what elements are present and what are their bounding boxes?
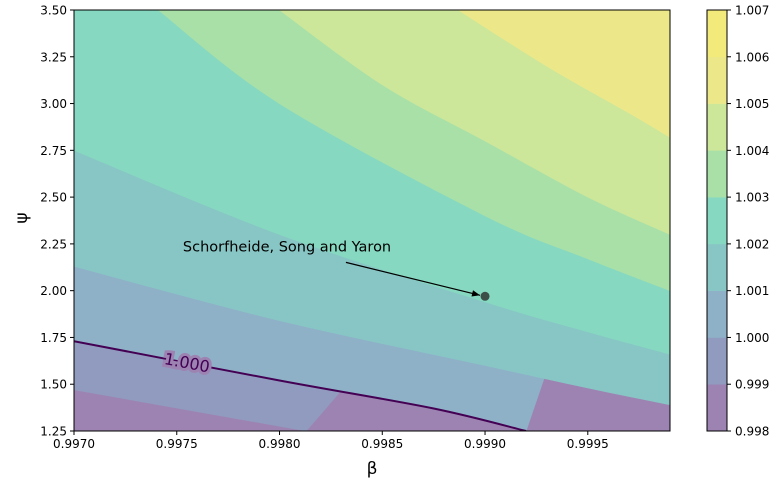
x-tick-label: 0.9985	[361, 437, 403, 451]
x-tick-label: 0.9970	[53, 437, 95, 451]
colorbar-segment	[707, 384, 727, 432]
colorbar-tick-label: 1.001	[735, 284, 769, 298]
colorbar-tick-label: 1.003	[735, 191, 769, 205]
y-tick-label: 3.00	[40, 97, 67, 111]
contour-bands	[74, 10, 670, 431]
colorbar-segment	[707, 56, 727, 104]
x-axis-label: β	[367, 459, 378, 479]
colorbar-frame	[706, 9, 728, 432]
colorbar-tick-label: 1.007	[735, 4, 769, 18]
y-tick-label: 1.25	[40, 425, 67, 439]
colorbar: 0.998 0.999 1.000 1.001 1.002 1.003 1.004 1.005…	[706, 4, 769, 439]
annotation-arrowhead	[471, 290, 481, 297]
y-tick-label: 2.50	[40, 191, 67, 205]
contour-line-path	[74, 340, 527, 431]
y-tick-label: 2.00	[40, 284, 67, 298]
annotation-point	[480, 291, 490, 301]
colorbar-tick-label: 1.006	[735, 50, 769, 64]
colorbar-segment	[707, 197, 727, 245]
x-tick-label: 0.9980	[259, 437, 301, 451]
colorbar-segment	[707, 150, 727, 198]
y-tick-label: 3.25	[40, 50, 67, 64]
y-axis: 1.25 1.50 1.75 2.00 2.25 2.50 2.75 3.00 3.25 3.50	[40, 4, 74, 439]
colorbar-segment	[707, 10, 727, 58]
colorbar-tick-label: 1.000	[735, 331, 769, 345]
plot-frame	[73, 9, 671, 432]
x-tick-label: 0.9990	[464, 437, 506, 451]
colorbar-segment	[707, 337, 727, 385]
y-axis-label: ψ	[12, 212, 32, 223]
annotation: Schorfheide, Song and Yaron	[183, 239, 490, 301]
annotation-label: Schorfheide, Song and Yaron	[183, 239, 391, 255]
colorbar-tick-label: 1.004	[735, 144, 769, 158]
colorbar-tick-label: 1.005	[735, 97, 769, 111]
contour-band-6	[74, 10, 670, 235]
colorbar-tick-label: 0.998	[735, 425, 769, 439]
y-tick-label: 1.75	[40, 331, 67, 345]
y-tick-label: 2.25	[40, 237, 67, 251]
x-axis: 0.9970 0.9975 0.9980 0.9985 0.9990 0.9995	[53, 431, 609, 451]
colorbar-segment	[707, 103, 727, 151]
colorbar-tick-label: 1.002	[735, 237, 769, 251]
colorbar-segment	[707, 290, 727, 338]
annotation-arrow	[345, 261, 481, 296]
y-tick-label: 2.75	[40, 144, 67, 158]
x-tick-label: 0.9995	[567, 437, 609, 451]
colorbar-segment	[707, 243, 727, 291]
x-tick-label: 0.9975	[156, 437, 198, 451]
y-tick-label: 1.50	[40, 378, 67, 392]
colorbar-tick-label: 0.999	[735, 378, 769, 392]
contour-band-7	[74, 10, 670, 138]
y-tick-label: 3.50	[40, 4, 67, 18]
